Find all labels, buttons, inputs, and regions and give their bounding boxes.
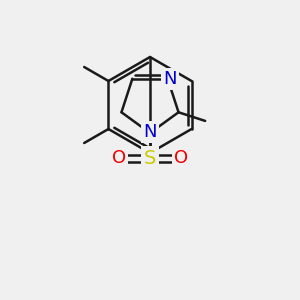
Text: N: N [163, 70, 176, 88]
Text: O: O [112, 149, 126, 167]
Text: S: S [144, 148, 156, 167]
Text: N: N [143, 123, 157, 141]
Text: O: O [174, 149, 188, 167]
